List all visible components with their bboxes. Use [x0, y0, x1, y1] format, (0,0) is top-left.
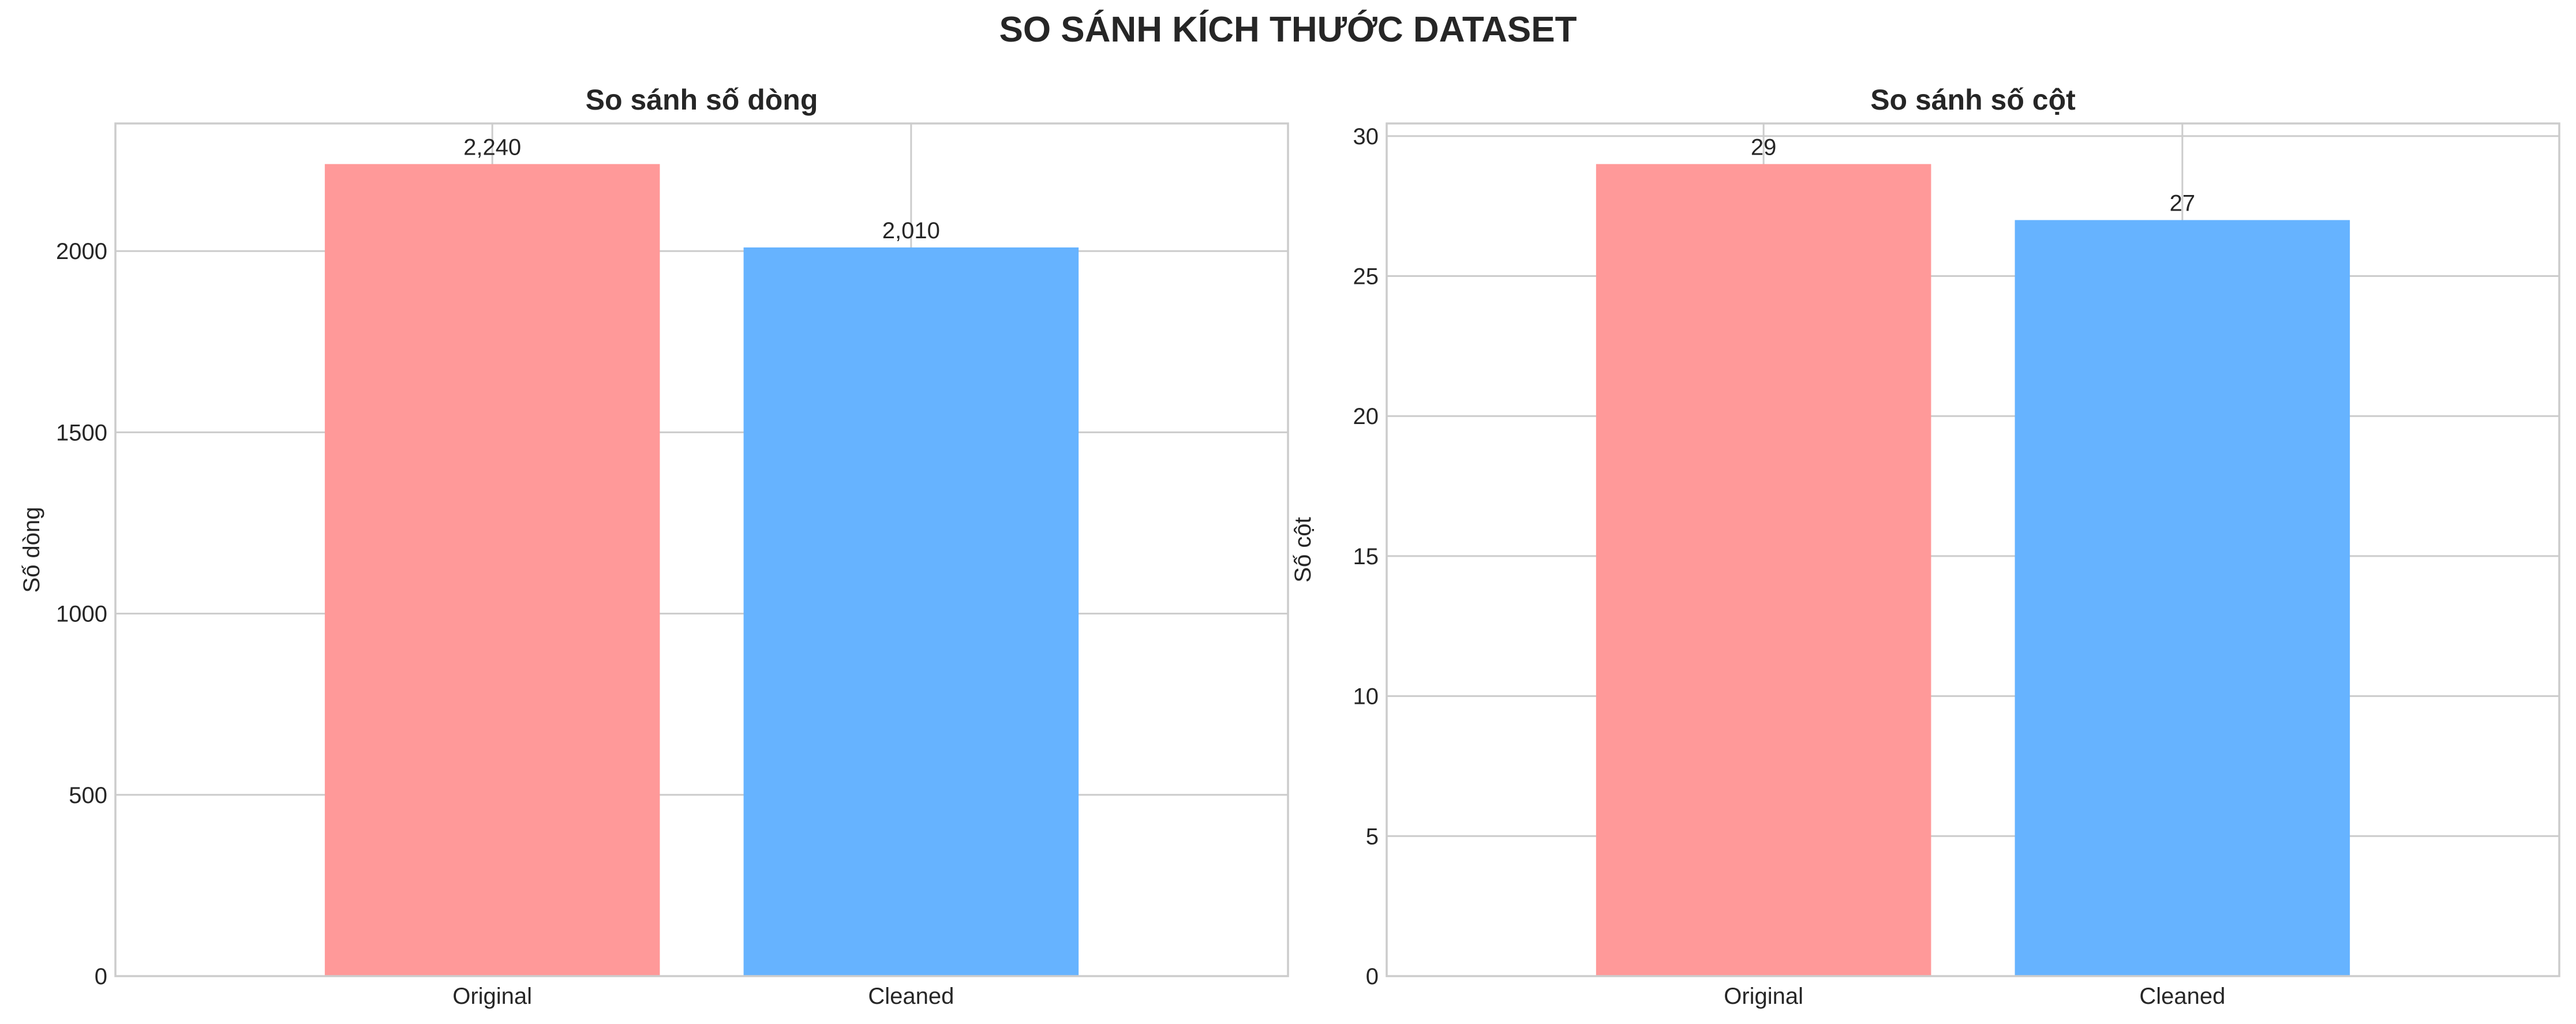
chart-title-columns: So sánh số cột: [1870, 84, 2076, 116]
bar-value-label: 2,240: [463, 134, 521, 160]
x-tick-label: Original: [452, 984, 532, 1009]
axes-frame: [1386, 122, 2560, 977]
bar-cleaned: [743, 247, 1079, 976]
chart-title-rows: So sánh số dòng: [586, 84, 818, 116]
bar-value-label: 27: [2170, 190, 2196, 216]
y-tick-label: 15: [1353, 544, 1379, 569]
x-tick-label: Cleaned: [868, 984, 954, 1009]
figure-title: SO SÁNH KÍCH THƯỚC DATASET: [999, 10, 1577, 50]
bar-original: [1596, 164, 1931, 976]
y-tick-label: 25: [1353, 264, 1379, 290]
y-tick-label: 20: [1353, 404, 1379, 429]
y-tick-label: 500: [69, 783, 107, 808]
y-tick-label: 5: [1366, 824, 1379, 849]
bar-cleaned: [2015, 220, 2350, 976]
y-tick-label: 30: [1353, 124, 1379, 149]
y-tick-label: 0: [1366, 964, 1379, 989]
bar-value-label: 2,010: [882, 218, 940, 243]
rows-comparison-chart: 2,240 2,010 0 500 1000 1500 2000 Original Cleane…: [19, 84, 1289, 1009]
y-tick-label: 0: [95, 964, 107, 989]
x-tick-label: Original: [1724, 984, 1803, 1009]
y-tick-label: 1000: [56, 602, 107, 627]
y-tick-label: 2000: [56, 239, 107, 264]
y-tick-label: 10: [1353, 684, 1379, 710]
x-tick-label: Cleaned: [2139, 984, 2225, 1009]
y-axis-label: Số cột: [1290, 517, 1316, 582]
y-axis-label: Số dòng: [19, 507, 44, 592]
y-tick-label: 1500: [56, 420, 107, 445]
columns-comparison-chart: 29 27 0 5 10 15 20 25 30 Original Cleaned So sánh s…: [1290, 84, 2560, 1009]
axes-frame: [114, 122, 1289, 977]
bar-value-label: 29: [1751, 134, 1777, 160]
bar-original: [324, 164, 660, 976]
